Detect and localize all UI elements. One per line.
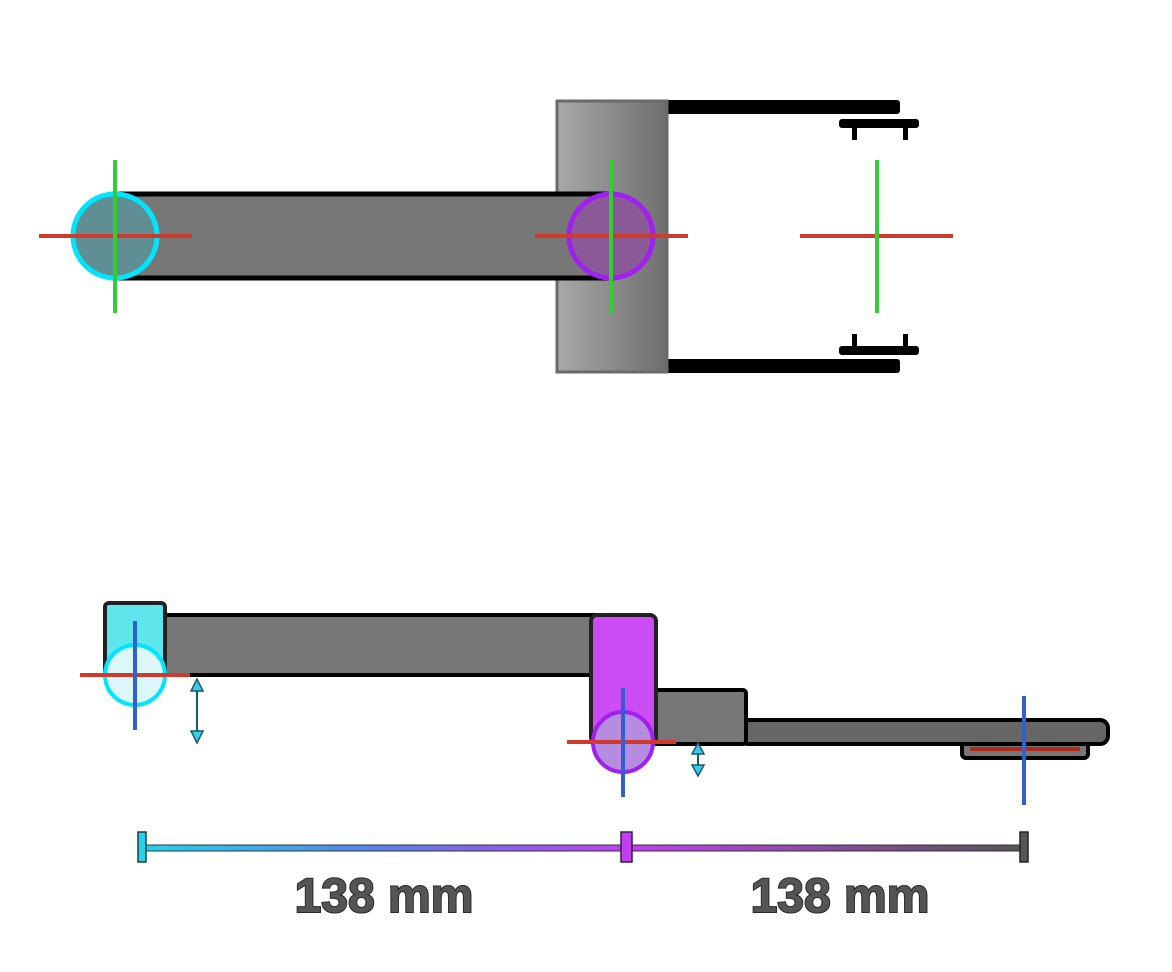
dimension-tick-right bbox=[1019, 831, 1029, 863]
dimension-tick-left bbox=[137, 831, 147, 863]
forearm-link bbox=[738, 718, 1110, 746]
gripper-lower-tip bbox=[839, 334, 919, 355]
joint-2-offset-arrow bbox=[690, 741, 706, 778]
side-upper-arm-link bbox=[156, 613, 600, 677]
gripper-upper-finger bbox=[660, 100, 900, 114]
dimension-line-2 bbox=[626, 844, 1026, 852]
dimension-label-2: 138 mm bbox=[751, 870, 930, 923]
gripper-upper-tip bbox=[839, 119, 919, 140]
forearm-block bbox=[646, 688, 748, 746]
gripper-lower-finger bbox=[660, 359, 900, 373]
dimension-label-1: 138 mm bbox=[295, 870, 474, 923]
side-view bbox=[80, 601, 1110, 805]
joint-1-offset-arrow bbox=[189, 677, 205, 745]
dimension-lines: 138 mm 138 mm bbox=[137, 831, 1029, 924]
dimension-line-1 bbox=[141, 844, 628, 852]
top-view bbox=[39, 99, 953, 374]
dimension-tick-middle bbox=[620, 831, 633, 863]
